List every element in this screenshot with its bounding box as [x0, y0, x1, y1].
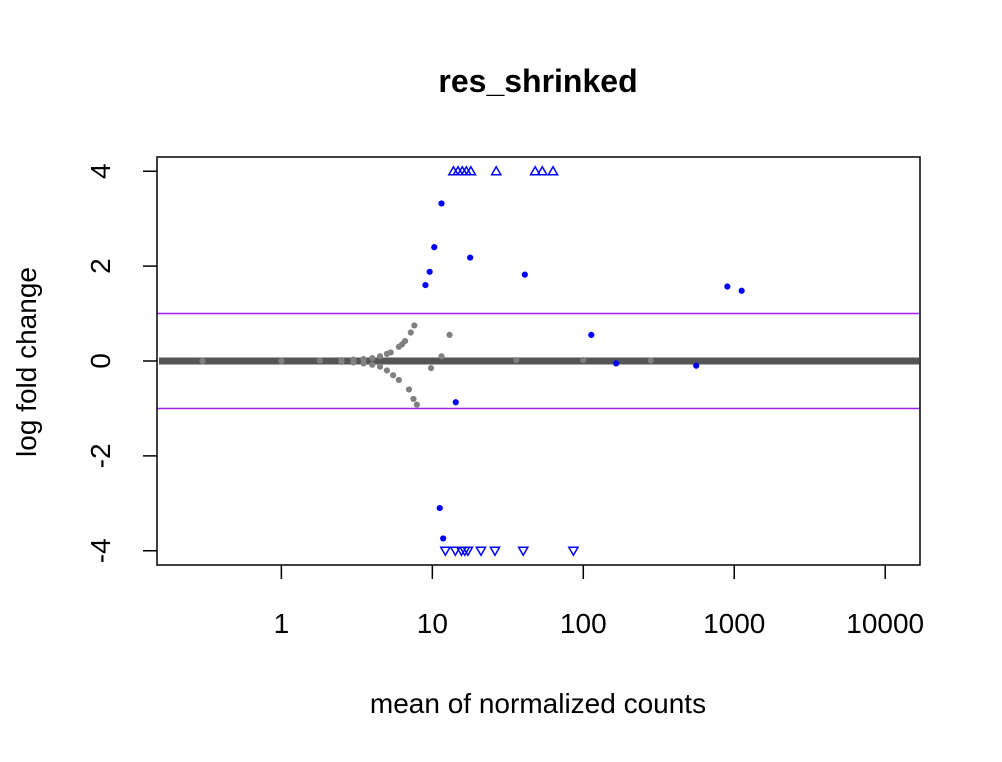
- data-point: [369, 355, 376, 362]
- data-point: [422, 281, 429, 289]
- y-tick-label: 2: [85, 258, 116, 274]
- data-point: [426, 268, 433, 275]
- triangle-down-marker: [439, 546, 452, 557]
- triangle-down-marker: [517, 546, 530, 557]
- data-point: [413, 401, 420, 408]
- triangle-up-marker: [547, 165, 559, 176]
- triangle-down-marker: [489, 546, 501, 557]
- data-point: [376, 363, 384, 370]
- data-point: [338, 358, 345, 366]
- plot-frame: [156, 156, 921, 566]
- data-point: [410, 395, 417, 403]
- triangle-down-marker: [567, 546, 580, 557]
- data-point: [452, 399, 459, 406]
- y-tick-label: -2: [85, 443, 116, 468]
- data-point: [693, 362, 700, 369]
- data-point: [383, 367, 390, 374]
- data-point: [724, 283, 731, 290]
- x-tick-label: 1000: [703, 608, 765, 639]
- y-tick-label: 4: [85, 163, 116, 179]
- data-point: [440, 535, 447, 542]
- data-point: [390, 372, 397, 379]
- data-point: [401, 337, 409, 345]
- triangle-down-marker: [461, 546, 474, 557]
- series-triangle-down: [439, 546, 580, 557]
- data-point: [405, 386, 413, 393]
- data-point: [360, 360, 367, 367]
- data-point: [395, 376, 402, 384]
- data-point: [360, 356, 367, 363]
- y-axis-label: log fold change: [11, 267, 42, 457]
- data-point: [407, 329, 414, 336]
- x-tick-label: 10: [417, 608, 448, 639]
- triangle-down-marker: [475, 546, 487, 557]
- data-point: [387, 349, 394, 356]
- y-tick-label: -4: [85, 538, 116, 563]
- data-point: [350, 359, 357, 366]
- x-tick-label: 1: [274, 608, 290, 639]
- data-point: [521, 271, 528, 278]
- data-point: [580, 356, 587, 364]
- axes: 1 10 100 1000 10000 4 2 0 -2 -4: [85, 163, 924, 639]
- data-point: [427, 365, 435, 372]
- data-point: [438, 353, 445, 360]
- data-point: [738, 287, 745, 294]
- plot-area: [157, 165, 920, 557]
- data-point: [431, 244, 438, 251]
- data-point: [438, 200, 445, 207]
- x-axis-label: mean of normalized counts: [370, 688, 706, 719]
- series-point: [199, 322, 654, 408]
- data-point: [588, 331, 595, 339]
- triangle-up-marker: [529, 165, 542, 176]
- data-point: [278, 357, 285, 365]
- data-point: [369, 361, 376, 368]
- triangle-up-marker: [464, 165, 477, 176]
- y-tick-label: 0: [85, 353, 116, 369]
- data-point: [613, 360, 620, 367]
- data-point: [446, 331, 453, 339]
- triangle-up-marker: [536, 165, 549, 176]
- triangle-down-marker: [449, 546, 462, 557]
- series-triangle-up: [447, 165, 559, 176]
- series-point: [422, 200, 745, 542]
- data-point: [411, 322, 418, 329]
- data-point: [513, 356, 520, 364]
- x-tick-label: 100: [560, 608, 607, 639]
- x-tick-label: 10000: [846, 608, 924, 639]
- triangle-up-marker: [490, 165, 503, 176]
- data-point: [316, 357, 324, 364]
- data-point: [467, 254, 474, 261]
- data-point: [436, 504, 443, 512]
- chart-title: res_shrinked: [438, 63, 637, 99]
- data-point: [376, 353, 384, 360]
- data-point: [199, 357, 206, 365]
- data-point: [647, 357, 654, 364]
